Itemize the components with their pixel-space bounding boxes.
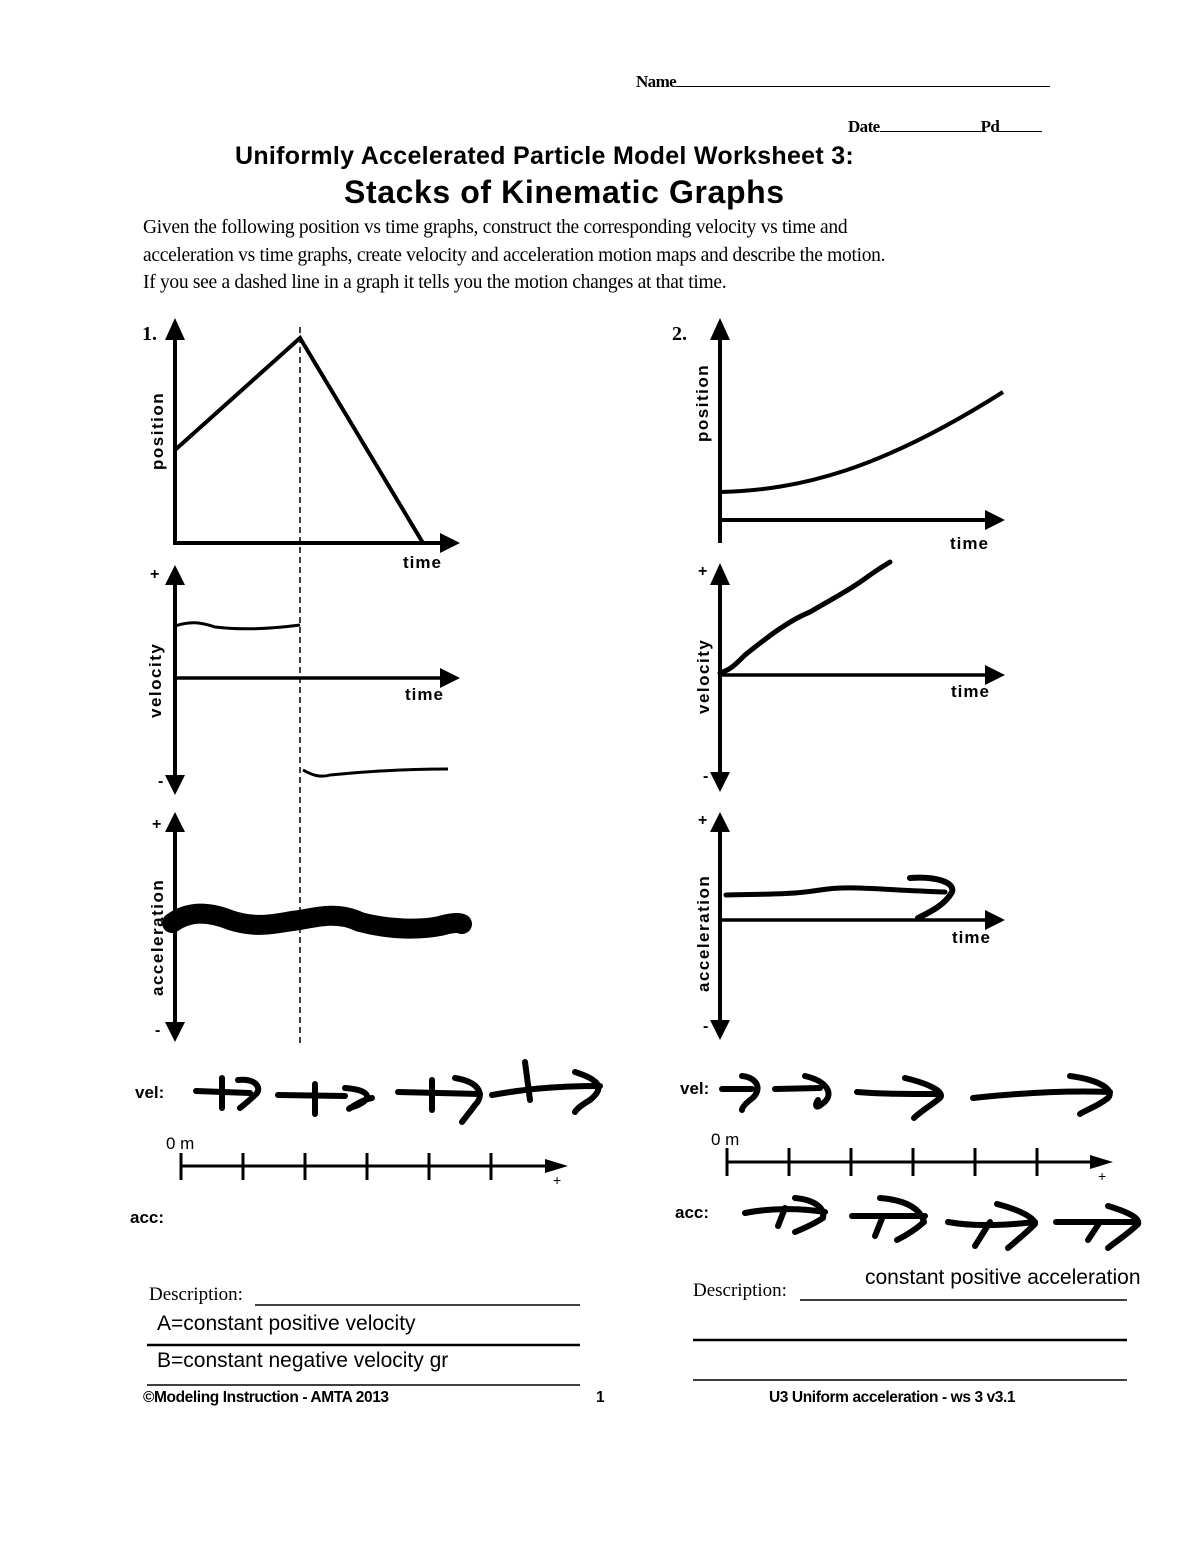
p1-acc-label: acc:	[130, 1208, 165, 1227]
worksheet-subtitle: Stacks of Kinematic Graphs	[344, 174, 785, 210]
p1-description-label: Description:	[149, 1284, 243, 1305]
arrow-up-icon	[710, 563, 730, 585]
arrow-right-icon	[440, 533, 460, 553]
velocity-arrows	[193, 1059, 603, 1125]
p1-description-answer[interactable]: B=constant negative velocity gr	[157, 1349, 449, 1372]
p1-accel-plus: +	[152, 816, 162, 833]
p2-vel-label: vel:	[680, 1079, 710, 1098]
p2-motion-map	[719, 1073, 1142, 1251]
p1-velocity-graph	[165, 565, 460, 795]
period-label: Pd	[980, 117, 1000, 136]
p1-description-lines	[147, 1304, 580, 1386]
period-blank[interactable]	[999, 117, 1043, 132]
p2-accel-time-label: time	[952, 928, 991, 947]
arrow-up-icon	[165, 812, 185, 832]
p2-position-time-label: time	[950, 534, 989, 553]
p1-origin-label: 0 m	[166, 1134, 195, 1153]
p2-velocity-graph	[710, 559, 1005, 792]
instruction-line: acceleration vs time graphs, create velo…	[143, 244, 886, 266]
p2-origin-label: 0 m	[711, 1130, 740, 1149]
problem-1-number: 1.	[142, 323, 157, 345]
p1-plus-label: +	[553, 1172, 562, 1188]
name-label: Name	[636, 72, 677, 91]
p2-accel-minus: -	[703, 1018, 709, 1035]
arrow-up-icon	[710, 812, 730, 832]
date-label: Date	[848, 117, 880, 136]
name-field[interactable]: Name	[636, 72, 1051, 92]
footer-copyright: ©Modeling Instruction - AMTA 2013	[143, 1389, 389, 1406]
p1-velocity-time-label: time	[405, 685, 444, 704]
p2-velocity-plus: +	[698, 563, 708, 580]
footer-worksheet-id: U3 Uniform acceleration - ws 3 v3.1	[769, 1389, 1016, 1406]
p1-description-answer[interactable]: A=constant positive velocity	[157, 1312, 416, 1335]
worksheet-title: Uniformly Accelerated Particle Model Wor…	[235, 142, 855, 170]
arrow-right-icon	[985, 910, 1005, 930]
footer-page-number: 1	[596, 1389, 605, 1406]
p2-accel-plus: +	[698, 812, 708, 829]
name-blank[interactable]	[676, 72, 1051, 87]
arrow-up-icon	[165, 565, 185, 585]
p2-description-label: Description:	[693, 1280, 787, 1301]
p1-velocity-minus: -	[158, 773, 164, 790]
p2-velocity-time-label: time	[951, 682, 990, 701]
p1-acceleration-graph	[162, 812, 472, 1042]
arrow-right-icon	[985, 510, 1005, 530]
p2-velocity-minus: -	[703, 768, 709, 785]
arrow-down-icon	[165, 1022, 185, 1042]
date-blank[interactable]	[879, 117, 981, 132]
instructions: Given the following position vs time gra…	[143, 214, 1103, 297]
velocity-arrows	[719, 1073, 1113, 1121]
arrow-down-icon	[710, 1020, 730, 1040]
p2-description-answer[interactable]: constant positive acceleration	[865, 1266, 1141, 1289]
p2-accel-axis-label: acceleration	[694, 874, 713, 992]
arrow-down-icon	[710, 772, 730, 792]
arrow-up-icon	[165, 318, 185, 340]
p1-position-time-label: time	[403, 553, 442, 572]
p1-accel-minus: -	[155, 1022, 161, 1039]
p2-description-lines	[693, 1299, 1127, 1381]
arrow-right-icon	[985, 665, 1005, 685]
p2-acc-label: acc:	[675, 1203, 710, 1222]
p1-accel-axis-label: acceleration	[148, 878, 167, 996]
p2-velocity-axis-label: velocity	[694, 638, 713, 714]
arrow-right-icon	[440, 668, 460, 688]
acceleration-arrows	[742, 1195, 1142, 1251]
p2-position-graph	[710, 318, 1005, 543]
p1-velocity-plus: +	[150, 566, 160, 583]
problem-2-number: 2.	[672, 323, 687, 345]
p1-position-graph	[165, 318, 460, 553]
instruction-line: If you see a dashed line in a graph it t…	[143, 272, 727, 293]
p1-vel-label: vel:	[135, 1083, 165, 1102]
p1-position-axis-label: position	[148, 391, 167, 470]
p1-velocity-axis-label: velocity	[146, 642, 165, 718]
p2-acceleration-graph	[710, 812, 1005, 1040]
p2-position-axis-label: position	[693, 363, 712, 442]
p2-plus-label: +	[1098, 1168, 1107, 1184]
date-period-field[interactable]: Date Pd	[848, 117, 1043, 137]
p1-motion-map	[179, 1059, 603, 1180]
arrow-up-icon	[710, 318, 730, 340]
instruction-line: Given the following position vs time gra…	[143, 217, 848, 238]
arrow-down-icon	[165, 775, 185, 795]
